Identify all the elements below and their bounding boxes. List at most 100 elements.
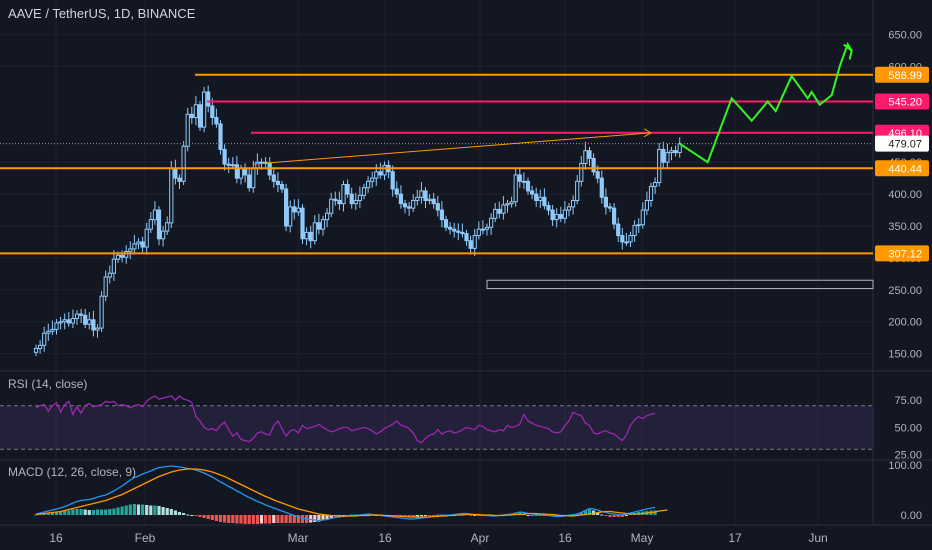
candle-body (124, 251, 129, 258)
candle-body (562, 209, 567, 219)
candle-body (74, 313, 80, 320)
candle-body (415, 196, 420, 201)
price-tick-label: 200.00 (888, 317, 922, 329)
macd-histogram-bar (280, 515, 284, 523)
candle-body (587, 150, 592, 159)
candle-body (218, 123, 223, 150)
macd-histogram-bar (555, 515, 559, 517)
candle-body (411, 199, 416, 209)
macd-histogram-bar (120, 506, 124, 515)
price-tick-label: 350.00 (888, 221, 922, 233)
macd-histogram-bar (300, 515, 305, 523)
macd-histogram-bar (214, 515, 218, 521)
candle-body (468, 240, 473, 249)
macd-histogram-bar (186, 514, 190, 516)
chart-title: AAVE / TetherUS, 1D, BINANCE (8, 6, 196, 21)
candle-body (620, 235, 625, 243)
candle-body (673, 150, 678, 154)
macd-histogram-bar (149, 505, 153, 515)
candle-body (566, 206, 572, 211)
candle-body (443, 219, 449, 228)
candle-body (361, 187, 367, 196)
candle-body (325, 212, 330, 221)
macd-histogram-bar (235, 515, 239, 524)
candle-body (644, 199, 649, 211)
level-price-label: 307.12 (888, 248, 922, 260)
time-tick-label: Apr (471, 531, 490, 545)
macd-histogram-bar (34, 514, 38, 516)
candle-body (427, 198, 432, 201)
macd-histogram-bar (399, 515, 403, 517)
macd-histogram-bar (292, 515, 296, 523)
candle-body (497, 208, 502, 214)
candle-body (530, 190, 535, 195)
candle-body (193, 104, 199, 119)
candle-body (230, 164, 235, 167)
candle-body (493, 208, 498, 219)
macd-histogram-bar (415, 515, 419, 517)
candle-body (120, 254, 125, 258)
macd-histogram-bar (309, 515, 313, 523)
macd-histogram-bar (432, 515, 436, 516)
macd-histogram-bar (79, 509, 83, 515)
macd-histogram-bar (284, 515, 288, 523)
macd-histogram-bar (206, 515, 210, 519)
macd-histogram-bar (42, 513, 46, 515)
time-tick-label: May (631, 531, 654, 545)
candle-body (476, 228, 481, 237)
candle-body (66, 319, 71, 324)
candle-body (173, 168, 178, 179)
candle-body (271, 174, 276, 182)
macd-histogram-bar (112, 508, 116, 515)
candle-body (210, 105, 215, 119)
candle-body (238, 168, 244, 179)
macd-histogram-bar (173, 510, 177, 515)
macd-histogram-bar (407, 515, 411, 517)
level-price-label: 545.20 (888, 96, 922, 108)
candle-body (546, 205, 551, 211)
macd-histogram-bar (227, 515, 231, 523)
candle-body (189, 113, 194, 119)
price-tick-label: 400.00 (888, 189, 922, 201)
macd-histogram-bar (604, 515, 608, 516)
macd-histogram-bar (276, 515, 280, 523)
trend-line-arrow (643, 128, 653, 138)
candle-body (304, 231, 309, 240)
macd-histogram-bar (67, 510, 71, 515)
macd-histogram-bar (145, 505, 149, 515)
candle-body (91, 319, 96, 331)
macd-histogram-bar (264, 515, 268, 524)
macd-histogram-bar (153, 505, 157, 515)
candle-body (202, 91, 207, 128)
macd-histogram-bar (526, 515, 530, 516)
macd-histogram-bar (423, 515, 428, 516)
candle-body (525, 180, 531, 192)
macd-histogram-bar (161, 507, 165, 515)
candle-body (599, 177, 604, 198)
macd-histogram-bar (239, 515, 243, 524)
candle-body (226, 163, 231, 166)
candle-body (243, 168, 248, 176)
candle-body (472, 235, 477, 249)
macd-histogram-bar (473, 515, 477, 516)
macd-histogram-bar (116, 507, 120, 515)
candle-body (456, 230, 461, 233)
macd-histogram-bar (313, 515, 317, 522)
macd-histogram-bar (272, 515, 276, 523)
candle-body (333, 198, 338, 201)
macd-histogram-bar (169, 509, 173, 515)
candle-body (517, 174, 522, 182)
candle-body (378, 171, 383, 176)
candle-body (300, 207, 305, 240)
candle-body (181, 145, 186, 182)
macd-histogram-bar (141, 504, 145, 515)
macd-tick-label: 0.00 (901, 510, 922, 522)
candle-body (612, 207, 617, 225)
time-tick-label: Jun (808, 531, 827, 545)
candle-body (435, 203, 440, 211)
macd-histogram-bar (128, 504, 132, 515)
macd-histogram-bar (259, 515, 264, 524)
macd-histogram-bar (218, 515, 223, 522)
candle-body (140, 241, 145, 248)
